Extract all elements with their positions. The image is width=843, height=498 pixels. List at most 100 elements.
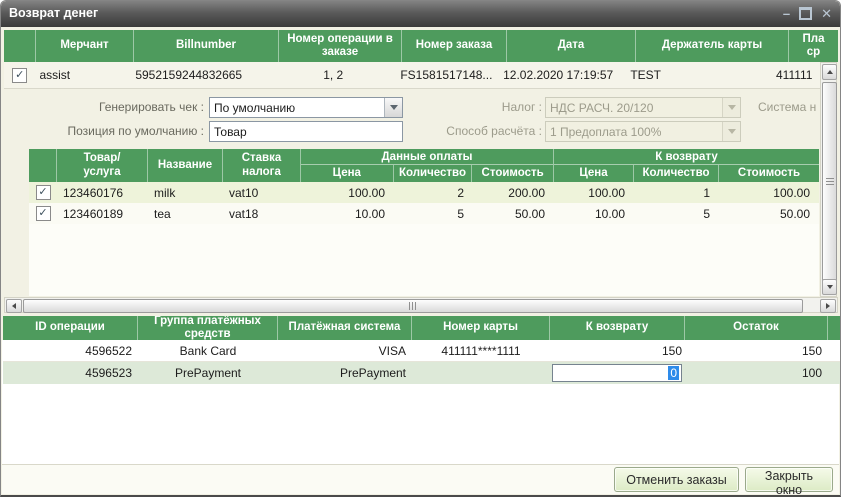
cancel-orders-button[interactable]: Отменить заказы xyxy=(614,467,739,492)
vertical-scrollbar-thumb[interactable] xyxy=(822,82,837,282)
item-refund-cost: 50.00 xyxy=(779,206,810,221)
item-refund-cost: 100.00 xyxy=(773,185,810,200)
order-merchant: assist xyxy=(39,68,71,82)
close-window-button[interactable]: Закрыть окно xyxy=(745,467,833,495)
item-tax: vat10 xyxy=(229,185,259,200)
horizontal-scrollbar-thumb[interactable] xyxy=(23,299,803,313)
column-header-date: Дата xyxy=(507,30,636,62)
arrow-left-icon xyxy=(12,303,16,309)
scroll-right-button[interactable] xyxy=(820,299,836,313)
column-header-tax-rate: Ставка налога xyxy=(223,149,301,182)
payment-to-refund: 150 xyxy=(661,343,682,358)
group-header-payment-data: Данные оплаты xyxy=(301,149,553,165)
column-header-item: Товар/ услуга xyxy=(57,149,148,182)
payments-table-row: 4596522 Bank Card VISA 411111****1111 15… xyxy=(3,340,840,362)
dropdown-arrow-icon xyxy=(722,122,740,141)
payment-group: Bank Card xyxy=(179,343,237,358)
order-operation-number: 1, 2 xyxy=(323,68,344,82)
group-header-refund: К возврату xyxy=(554,149,819,165)
refund-amount-input[interactable]: 0 xyxy=(552,364,682,382)
check-icon: ✓ xyxy=(38,186,48,198)
title-bar[interactable]: Возврат денег – ✕ xyxy=(1,1,840,27)
dropdown-arrow-icon xyxy=(722,98,740,117)
column-header-order-number: Номер заказа xyxy=(402,30,507,62)
tax-system-label: Система н xyxy=(758,100,817,114)
item-name: tea xyxy=(154,206,171,221)
column-header-merchant: Мерчант xyxy=(36,30,134,62)
tax-select: НДС РАСЧ. 20/120 xyxy=(545,97,741,118)
payment-rest: 150 xyxy=(801,343,822,358)
dropdown-arrow-icon[interactable] xyxy=(384,98,402,117)
generate-receipt-label: Генерировать чек : xyxy=(99,100,204,114)
payment-system: PrePayment xyxy=(339,366,406,380)
generate-receipt-value: По умолчанию xyxy=(214,100,296,115)
item-tax: vat18 xyxy=(229,206,259,221)
column-header-refund-quantity: Количество xyxy=(634,165,719,182)
payment-card-number xyxy=(412,362,550,384)
orders-table-header: Мерчант Billnumber Номер операции в зака… xyxy=(4,30,838,62)
items-table-row: ✓ 123460189 tea vat18 10.00 5 50.00 10.0… xyxy=(29,203,819,224)
scroll-up-button[interactable] xyxy=(822,64,837,80)
payment-operation-id: 4596522 xyxy=(85,343,132,358)
vertical-scrollbar[interactable] xyxy=(820,62,837,297)
maximize-icon[interactable] xyxy=(799,7,813,20)
column-header-refund-cost: Стоимость xyxy=(737,166,801,179)
item-pay-qty: 5 xyxy=(457,206,464,221)
close-icon[interactable]: ✕ xyxy=(821,6,832,21)
column-header-payment-means: Пла ср xyxy=(802,32,825,58)
item-id: 123460189 xyxy=(63,206,124,221)
tax-label: Налог : xyxy=(501,100,542,114)
scroll-left-button[interactable] xyxy=(6,299,22,313)
minimize-icon[interactable]: – xyxy=(782,6,791,21)
check-icon: ✓ xyxy=(38,207,48,219)
calc-method-value: 1 Предоплата 100% xyxy=(550,124,662,139)
item-pay-price: 100.00 xyxy=(348,185,385,200)
item-checkbox[interactable]: ✓ xyxy=(35,206,51,221)
item-refund-price: 100.00 xyxy=(588,185,625,200)
item-name: milk xyxy=(154,185,176,200)
check-icon: ✓ xyxy=(15,68,25,81)
arrow-up-icon xyxy=(826,70,833,74)
order-checkbox[interactable]: ✓ xyxy=(12,67,28,83)
item-pay-cost: 200.00 xyxy=(508,185,545,200)
item-pay-price: 10.00 xyxy=(354,206,385,221)
item-refund-price: 10.00 xyxy=(594,206,625,221)
payment-card-number: 411111****1111 xyxy=(441,343,521,358)
column-header-refund-price: Цена xyxy=(554,165,634,182)
generate-receipt-select[interactable]: По умолчанию xyxy=(209,97,403,118)
default-position-input[interactable] xyxy=(209,121,403,142)
footer-divider xyxy=(2,464,839,465)
orders-table-row: ✓ assist 5952159244832665 1, 2 FS1581517… xyxy=(4,62,820,89)
payment-system: VISA xyxy=(378,343,406,358)
column-header-billnumber: Billnumber xyxy=(134,30,279,62)
payments-table-row: 4596523 PrePayment PrePayment 0 100 xyxy=(3,362,840,384)
refund-amount-value: 0 xyxy=(668,366,679,380)
column-header-card-number: Номер карты xyxy=(412,316,550,340)
column-header-name: Название xyxy=(148,149,223,182)
tax-value: НДС РАСЧ. 20/120 xyxy=(550,100,654,115)
order-billnumber: 5952159244832665 xyxy=(135,68,243,82)
default-position-label: Позиция по умолчанию : xyxy=(67,124,204,138)
horizontal-scrollbar[interactable] xyxy=(4,297,838,313)
item-pay-qty: 2 xyxy=(457,185,464,200)
window-title: Возврат денег xyxy=(9,6,99,20)
items-table-row: ✓ 123460176 milk vat10 100.00 2 200.00 1… xyxy=(29,182,819,203)
item-refund-qty: 5 xyxy=(703,206,710,221)
item-checkbox[interactable]: ✓ xyxy=(35,185,51,200)
column-header-payment-system: Платёжная система xyxy=(278,316,412,340)
order-cardholder: TEST xyxy=(630,68,661,82)
calc-method-select: 1 Предоплата 100% xyxy=(545,121,741,142)
window-controls: – ✕ xyxy=(783,1,832,26)
scroll-down-button[interactable] xyxy=(822,279,837,295)
column-header-pay-cost: Стоимость xyxy=(481,166,544,179)
scrollbar-grip-icon xyxy=(825,177,834,187)
items-select-column-header xyxy=(29,149,57,182)
column-header-payment-group: Группа платёжных средств xyxy=(138,316,278,340)
item-pay-cost: 50.00 xyxy=(514,206,545,221)
column-header-cardholder: Держатель карты xyxy=(636,30,789,62)
order-date: 12.02.2020 17:19:57 xyxy=(503,68,614,82)
column-header-spacer xyxy=(828,316,840,340)
order-payment-means: 411111 xyxy=(775,68,813,82)
orders-select-column-header xyxy=(4,30,36,62)
payment-rest: 100 xyxy=(801,366,822,380)
